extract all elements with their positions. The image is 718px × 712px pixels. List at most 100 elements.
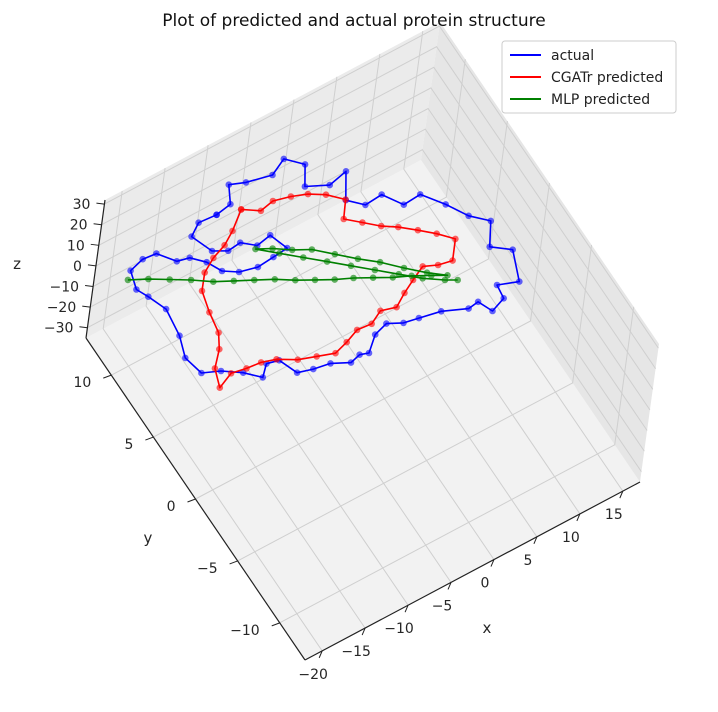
data-point	[454, 276, 462, 284]
y-tick-label: −10	[230, 623, 260, 639]
z-grid-line	[104, 25, 659, 349]
data-point	[213, 211, 220, 219]
z-tick-mark	[79, 326, 88, 329]
data-point	[331, 276, 339, 283]
data-point	[216, 345, 223, 353]
y-axis-label: y	[144, 529, 153, 547]
data-point	[243, 365, 250, 372]
x-grid-line	[360, 53, 581, 515]
y-tick-label: 0	[167, 499, 176, 515]
data-point	[359, 219, 366, 226]
data-point	[251, 276, 258, 284]
data-point	[452, 235, 459, 243]
data-point	[145, 275, 152, 283]
data-point	[257, 207, 265, 215]
data-point	[210, 278, 217, 286]
data-point	[416, 191, 424, 198]
data-point	[224, 247, 232, 255]
data-point	[304, 190, 312, 198]
data-point	[371, 331, 379, 338]
data-point	[227, 370, 235, 377]
data-point	[487, 217, 495, 225]
data-point	[371, 266, 379, 274]
data-point	[395, 270, 403, 278]
legend-label-actual: actual	[551, 48, 594, 64]
data-point	[347, 262, 355, 270]
data-point	[211, 365, 219, 372]
data-point	[235, 268, 243, 276]
data-point	[301, 183, 309, 190]
data-point	[342, 196, 349, 203]
data-point	[340, 215, 348, 223]
x-grid-line	[188, 145, 409, 606]
data-point	[288, 246, 296, 254]
data-point	[145, 293, 152, 301]
z-tick-mark	[93, 223, 102, 226]
z-grid-line	[95, 87, 651, 411]
data-point	[441, 276, 449, 284]
data-point	[182, 354, 189, 362]
data-point	[294, 356, 302, 364]
y-tick-label: 5	[124, 437, 133, 453]
data-point	[208, 247, 216, 255]
z-tick-mark	[90, 243, 99, 246]
x-grid-line	[274, 99, 495, 560]
data-point	[509, 246, 516, 253]
z-tick-mark	[85, 285, 94, 288]
z-tick-label: 10	[67, 238, 85, 254]
data-point	[442, 201, 450, 208]
z-tick-label: 30	[73, 197, 91, 213]
data-point	[206, 309, 213, 316]
x-tick-label: 0	[481, 576, 490, 592]
data-point	[203, 258, 210, 266]
data-point	[347, 359, 355, 366]
data-point	[266, 231, 274, 239]
x-tick-mark	[404, 605, 409, 613]
x-tick-mark	[490, 559, 495, 567]
series-cgatr-predicted	[198, 190, 459, 392]
data-point	[221, 241, 228, 249]
data-point	[166, 276, 173, 283]
data-point	[433, 230, 441, 237]
series-actual	[127, 155, 523, 381]
legend-label-mlp: MLP predicted	[551, 92, 650, 108]
data-point	[242, 179, 250, 186]
data-point	[252, 245, 259, 253]
x-tick-label: 15	[605, 507, 623, 523]
data-point	[201, 269, 208, 276]
z-tick-label: −20	[47, 300, 77, 316]
data-point	[257, 359, 265, 366]
z-tick-mark	[96, 202, 105, 205]
data-point	[489, 307, 496, 315]
z-grid-line	[98, 66, 654, 390]
data-point	[408, 272, 415, 280]
y-grid-line	[237, 244, 593, 562]
data-point	[400, 264, 408, 272]
y-tick-mark	[187, 498, 196, 503]
data-point	[378, 191, 386, 198]
data-point	[287, 193, 295, 200]
data-point	[188, 233, 195, 240]
z-tick-label: −10	[50, 280, 80, 296]
data-point	[437, 308, 445, 315]
data-point	[342, 168, 350, 175]
data-point	[276, 250, 283, 257]
data-point	[301, 161, 309, 168]
x-axis-label: x	[483, 619, 492, 637]
data-point	[271, 276, 279, 283]
x-grid-line	[102, 190, 323, 652]
z-grid-line	[92, 107, 648, 431]
data-point	[139, 255, 146, 263]
data-point	[254, 263, 262, 271]
data-point	[415, 314, 423, 322]
data-point	[273, 356, 280, 363]
x-grid-line	[403, 31, 624, 492]
z-tick-label: 0	[73, 259, 82, 275]
data-point	[516, 278, 523, 285]
data-point	[270, 253, 277, 261]
data-point	[449, 257, 456, 264]
data-point	[368, 320, 376, 328]
data-point	[259, 374, 267, 381]
x-tick-mark	[576, 513, 581, 522]
x-tick-label: −10	[384, 621, 414, 637]
